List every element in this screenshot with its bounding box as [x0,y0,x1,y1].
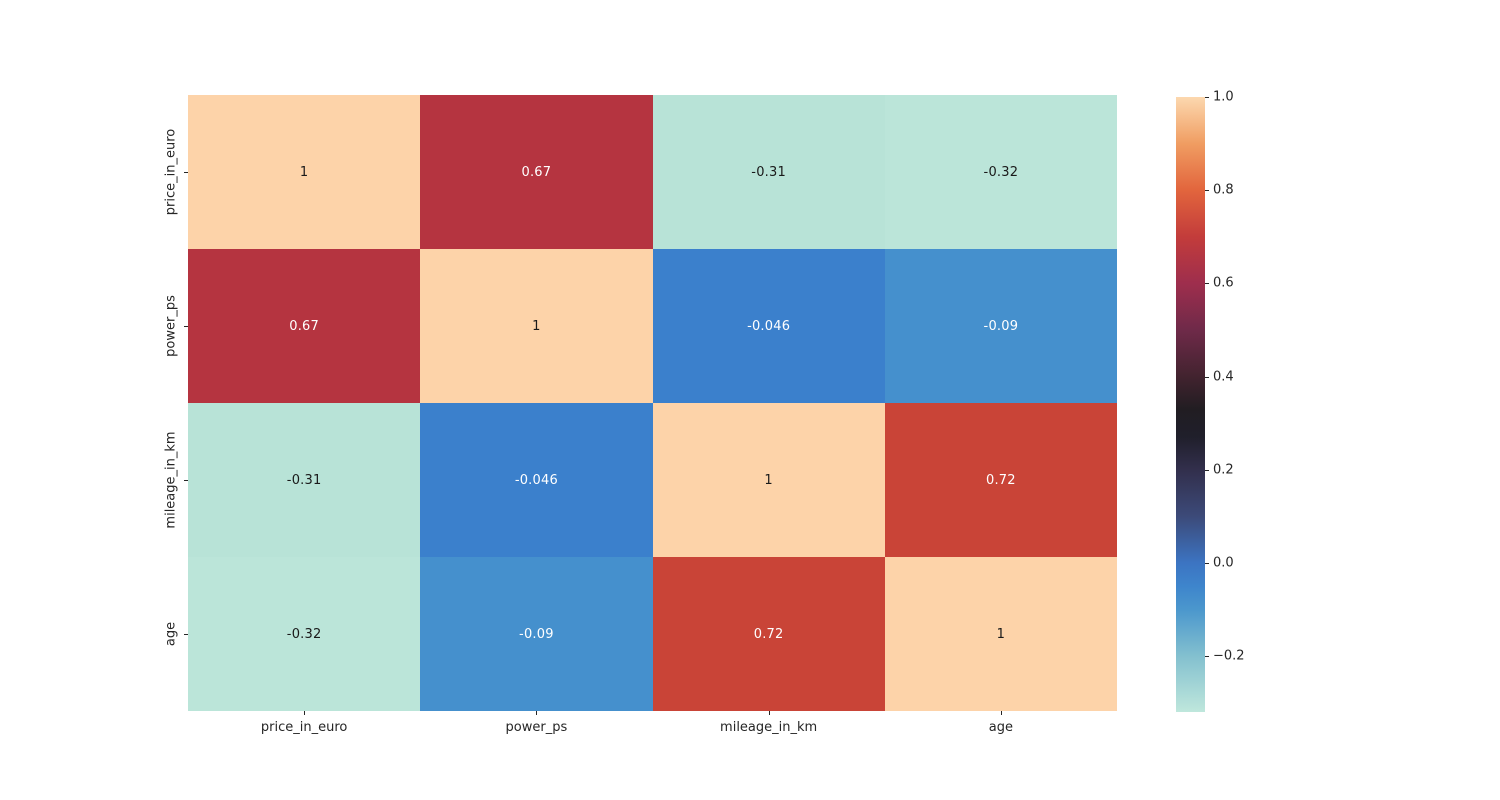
heatmap-cell: 0.72 [652,557,885,711]
colorbar-tick-label: 0.0 [1213,555,1234,571]
heatmap-cell: 0.67 [188,249,421,403]
colorbar-tick [1205,190,1209,192]
y-axis-label: price_in_euro [163,128,179,216]
colorbar-tick-label: 0.4 [1213,369,1234,385]
heatmap-grid: 1 0.67 -0.31 -0.32 0.67 1 -0.046 -0.09 -0.31 -0.0… [188,95,1117,711]
x-axis-tick [1000,711,1002,715]
cell-annotation: -0.32 [286,626,322,642]
x-axis-tick [768,711,770,715]
cell-annotation: 0.72 [753,626,784,642]
heatmap-cell: 0.67 [420,95,653,249]
cell-annotation: -0.32 [983,164,1019,180]
heatmap-cell: 1 [884,557,1117,711]
heatmap-cell: -0.09 [420,557,653,711]
heatmap-cell: -0.32 [188,557,421,711]
x-axis-tick [304,711,306,715]
heatmap-cell: -0.09 [884,249,1117,403]
cell-annotation: 0.72 [986,472,1016,488]
x-axis-label: age [988,720,1013,735]
colorbar-tick [1205,469,1209,471]
heatmap-cell: -0.046 [420,403,653,557]
colorbar-tick [1205,562,1209,564]
cell-annotation: 1 [532,318,541,334]
heatmap-cell: 0.72 [884,403,1117,557]
heatmap-cell: -0.046 [652,249,885,403]
cell-annotation: 0.67 [521,164,552,180]
colorbar-tick-label: 1.0 [1213,89,1234,105]
heatmap-cell: -0.31 [652,95,885,249]
heatmap-cell: -0.32 [884,95,1117,249]
heatmap-cell: 1 [188,95,421,249]
y-axis-tick [184,172,188,173]
heatmap-cell: -0.31 [188,403,421,557]
heatmap-cell: 1 [420,249,653,403]
colorbar-tick [1205,283,1209,285]
y-axis-tick [184,326,188,327]
colorbar-tick-label: 0.6 [1213,275,1234,291]
cell-annotation: 1 [299,164,309,180]
colorbar-tick [1205,376,1209,378]
cell-annotation: -0.046 [747,318,791,334]
colorbar-tick [1205,656,1209,658]
cell-annotation: -0.31 [286,472,322,488]
x-axis-label: mileage_in_km [720,720,818,735]
y-axis-label: age [163,621,179,647]
colorbar-tick-label: −0.2 [1213,648,1245,664]
colorbar-tick-label: 0.8 [1213,182,1234,198]
x-axis-label: price_in_euro [260,720,348,735]
colorbar-tick [1205,97,1209,98]
heatmap-cell: 1 [652,403,885,557]
cell-annotation: 1 [764,472,773,488]
cell-annotation: 0.67 [289,318,319,334]
y-axis-label: power_ps [163,295,179,357]
x-axis-tick [536,711,538,715]
colorbar [1176,97,1205,712]
colorbar-tick-label: 0.2 [1213,462,1234,478]
y-axis-tick [184,634,188,635]
x-axis-label: power_ps [505,720,568,735]
cell-annotation: -0.31 [751,164,786,180]
cell-annotation: -0.09 [983,318,1019,334]
cell-annotation: -0.09 [519,626,554,642]
y-axis-tick [184,480,188,481]
cell-annotation: 1 [996,626,1006,642]
cell-annotation: -0.046 [514,472,558,488]
y-axis-label: mileage_in_km [163,431,179,529]
